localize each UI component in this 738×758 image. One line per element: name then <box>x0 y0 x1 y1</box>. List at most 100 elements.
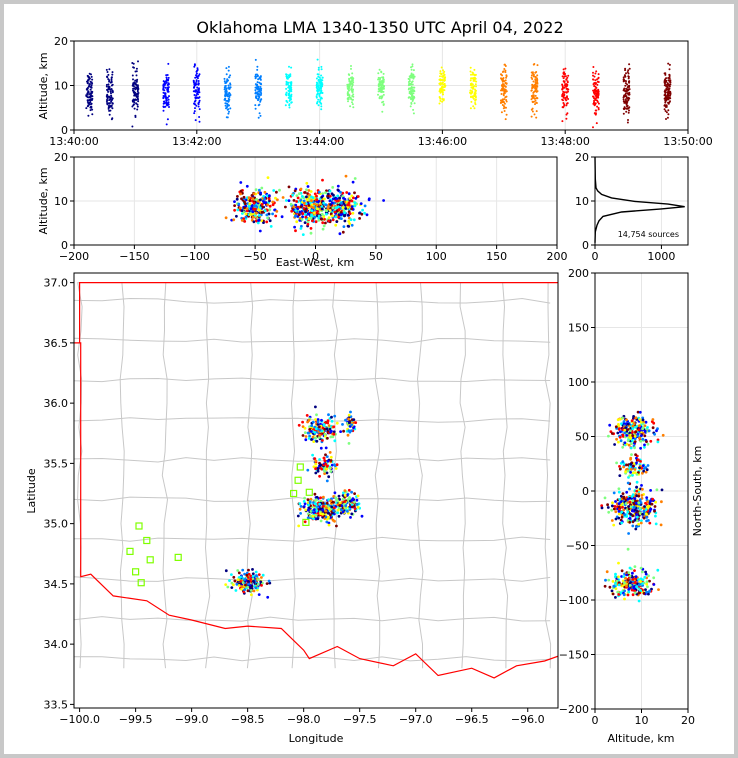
vhf-source-point <box>227 65 230 68</box>
vhf-source-point <box>340 508 344 512</box>
vhf-source-point <box>411 63 414 66</box>
vhf-source-point <box>651 418 655 421</box>
vhf-source-point <box>193 112 196 115</box>
longitude-label: Longitude <box>289 732 344 745</box>
vhf-source-point <box>228 110 230 113</box>
vhf-source-point <box>346 433 350 437</box>
vhf-source-point <box>245 184 249 188</box>
vhf-source-point <box>627 72 630 75</box>
vhf-source-point <box>616 590 620 594</box>
vhf-source-point <box>502 83 505 86</box>
vhf-source-point <box>321 91 324 94</box>
vhf-source-point <box>233 200 236 204</box>
vhf-source-point <box>647 574 650 578</box>
vhf-source-point <box>663 81 666 83</box>
vhf-source-point <box>257 199 260 203</box>
vhf-source-point <box>255 219 258 223</box>
vhf-source-point <box>335 220 339 224</box>
vhf-source-point <box>618 417 622 421</box>
vhf-source-point <box>593 97 596 100</box>
vhf-source-point <box>195 79 198 82</box>
vhf-source-point <box>338 196 341 200</box>
vhf-source-point <box>323 217 326 221</box>
vhf-source-point <box>267 579 271 583</box>
vhf-source-point <box>193 94 196 96</box>
vhf-source-point <box>256 583 260 586</box>
vhf-source-point <box>643 434 647 438</box>
vhf-source-point <box>290 82 293 85</box>
vhf-source-point <box>308 193 312 197</box>
vhf-source-point <box>638 588 642 592</box>
vhf-source-point <box>307 212 311 216</box>
vhf-source-point <box>330 505 334 509</box>
vhf-source-point <box>290 66 293 69</box>
vhf-source-point <box>325 455 329 458</box>
vhf-source-point <box>256 81 259 84</box>
vhf-source-point <box>228 92 231 95</box>
longitude-tick-label: −97.0 <box>399 713 433 726</box>
vhf-source-point <box>442 69 444 72</box>
vhf-source-point <box>629 471 632 474</box>
vhf-source-point <box>255 97 258 100</box>
vhf-source-point <box>412 108 415 111</box>
vhf-source-point <box>286 75 289 78</box>
vhf-source-point <box>344 504 348 508</box>
vhf-source-point <box>664 73 667 76</box>
vhf-source-point <box>352 77 355 80</box>
vhf-source-point <box>412 112 415 115</box>
vhf-source-point <box>594 72 597 75</box>
vhf-source-point <box>618 465 621 468</box>
vhf-source-point <box>565 78 568 81</box>
vhf-source-point <box>351 72 354 75</box>
vhf-source-point <box>439 89 442 92</box>
vhf-source-point <box>110 96 113 99</box>
vhf-source-point <box>86 93 89 96</box>
vhf-source-point <box>239 181 243 184</box>
vhf-source-point <box>633 446 636 450</box>
vhf-source-point <box>320 212 324 216</box>
lma-station-marker <box>296 463 304 471</box>
vhf-source-point <box>655 488 659 492</box>
vhf-source-point <box>561 98 564 101</box>
vhf-source-point <box>167 82 170 85</box>
vhf-source-point <box>299 512 302 515</box>
vhf-source-point <box>668 84 670 87</box>
vhf-source-point <box>310 209 314 213</box>
vhf-source-point <box>532 94 535 97</box>
vhf-source-point <box>412 76 415 79</box>
vhf-source-point <box>325 479 329 483</box>
vhf-source-point <box>322 215 325 219</box>
vhf-source-point <box>344 174 348 178</box>
vhf-source-point <box>616 431 620 435</box>
vhf-source-point <box>314 459 318 463</box>
vhf-source-point <box>260 219 263 223</box>
vhf-source-point <box>225 107 227 110</box>
vhf-source-point <box>470 73 472 76</box>
vhf-source-point <box>275 210 279 213</box>
vhf-source-point <box>108 104 110 107</box>
vhf-source-point <box>241 581 245 584</box>
vhf-source-point <box>307 508 310 512</box>
vhf-source-point <box>304 213 307 216</box>
vhf-source-point <box>501 85 504 88</box>
vhf-source-point <box>106 71 109 73</box>
vhf-source-point <box>312 440 316 443</box>
vhf-source-point <box>88 77 91 80</box>
vhf-source-point <box>635 519 639 523</box>
vhf-source-point <box>634 416 638 420</box>
vhf-source-point <box>245 207 249 211</box>
vhf-source-point <box>327 216 331 220</box>
time-tick-label: 13:40:00 <box>49 135 98 148</box>
vhf-source-point <box>439 83 442 86</box>
vhf-source-point <box>627 77 630 80</box>
vhf-source-point <box>626 422 630 426</box>
vhf-source-point <box>608 423 612 427</box>
vhf-source-point <box>303 221 307 225</box>
vhf-source-point <box>347 201 351 205</box>
vhf-source-point <box>619 591 623 595</box>
vhf-source-point <box>635 461 638 465</box>
vhf-source-point <box>317 512 320 515</box>
vhf-source-point <box>258 88 261 91</box>
vhf-source-point <box>333 210 337 214</box>
